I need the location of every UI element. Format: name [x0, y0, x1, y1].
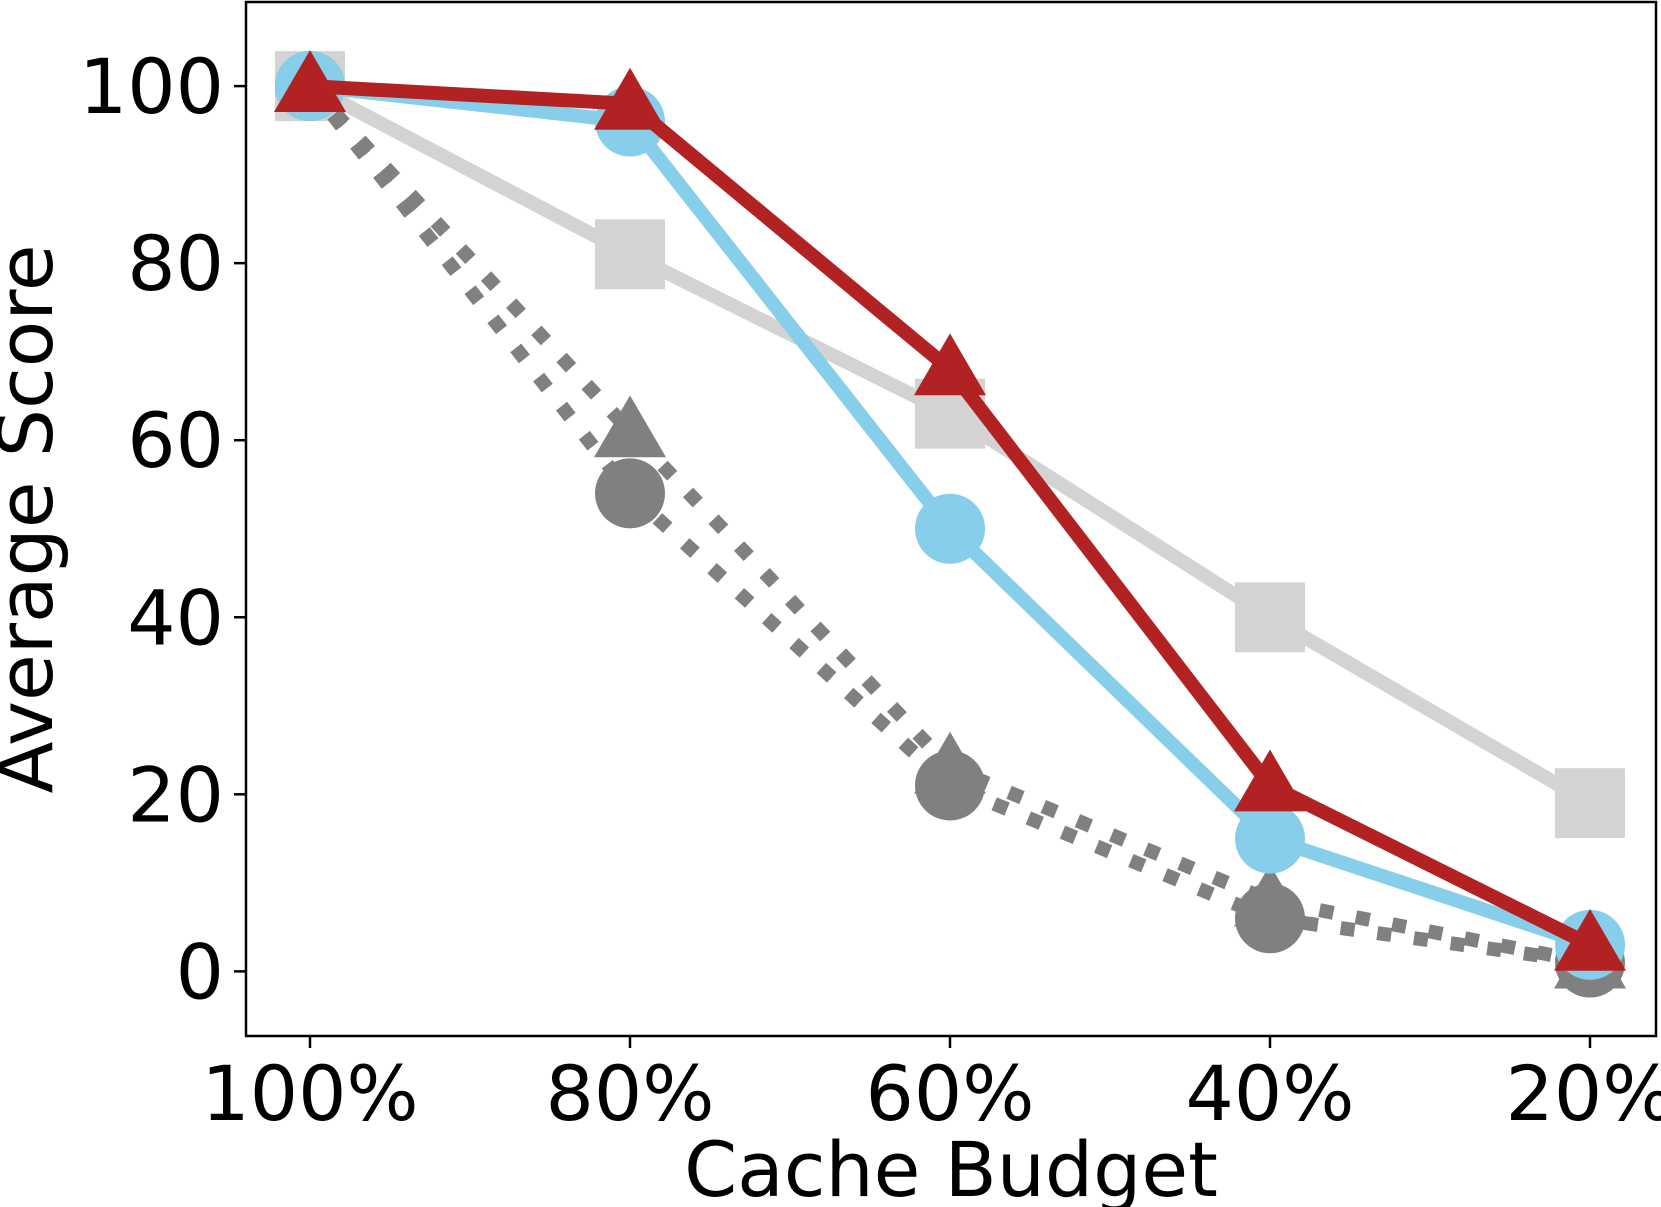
data-point [594, 395, 666, 458]
y-tick-label: 100 [79, 42, 224, 131]
data-point [915, 750, 985, 821]
series-layer [274, 50, 1626, 998]
x-tick-label: 80% [546, 1049, 715, 1138]
x-tick-label: 20% [1506, 1049, 1661, 1138]
data-point [1234, 749, 1306, 812]
series-line [304, 81, 1591, 970]
x-tick-label: 40% [1186, 1049, 1355, 1138]
data-point [915, 493, 985, 564]
y-tick-label: 40 [127, 573, 224, 662]
series-4 [274, 50, 1626, 971]
data-point [1235, 883, 1305, 954]
y-tick-label: 80 [127, 219, 224, 308]
y-tick-label: 20 [127, 750, 224, 839]
data-point [274, 50, 346, 113]
data-point [1235, 803, 1305, 874]
data-point [914, 333, 986, 396]
data-point [595, 458, 665, 529]
y-tick-label: 0 [176, 927, 224, 1016]
x-tick-label: 60% [866, 1049, 1035, 1138]
data-point [1554, 908, 1626, 971]
x-axis: 100% 80% 60% 40% 20% [201, 1036, 1661, 1138]
data-point [595, 219, 665, 290]
y-axis: 0 20 40 60 80 100 [79, 42, 246, 1016]
data-point [1235, 582, 1305, 653]
y-axis-label: Average Score [0, 244, 70, 793]
x-tick-label: 100% [201, 1049, 418, 1138]
x-axis-label: Cache Budget [684, 1125, 1218, 1207]
y-tick-label: 60 [127, 396, 224, 485]
data-point [594, 67, 666, 130]
data-point [1555, 768, 1625, 839]
